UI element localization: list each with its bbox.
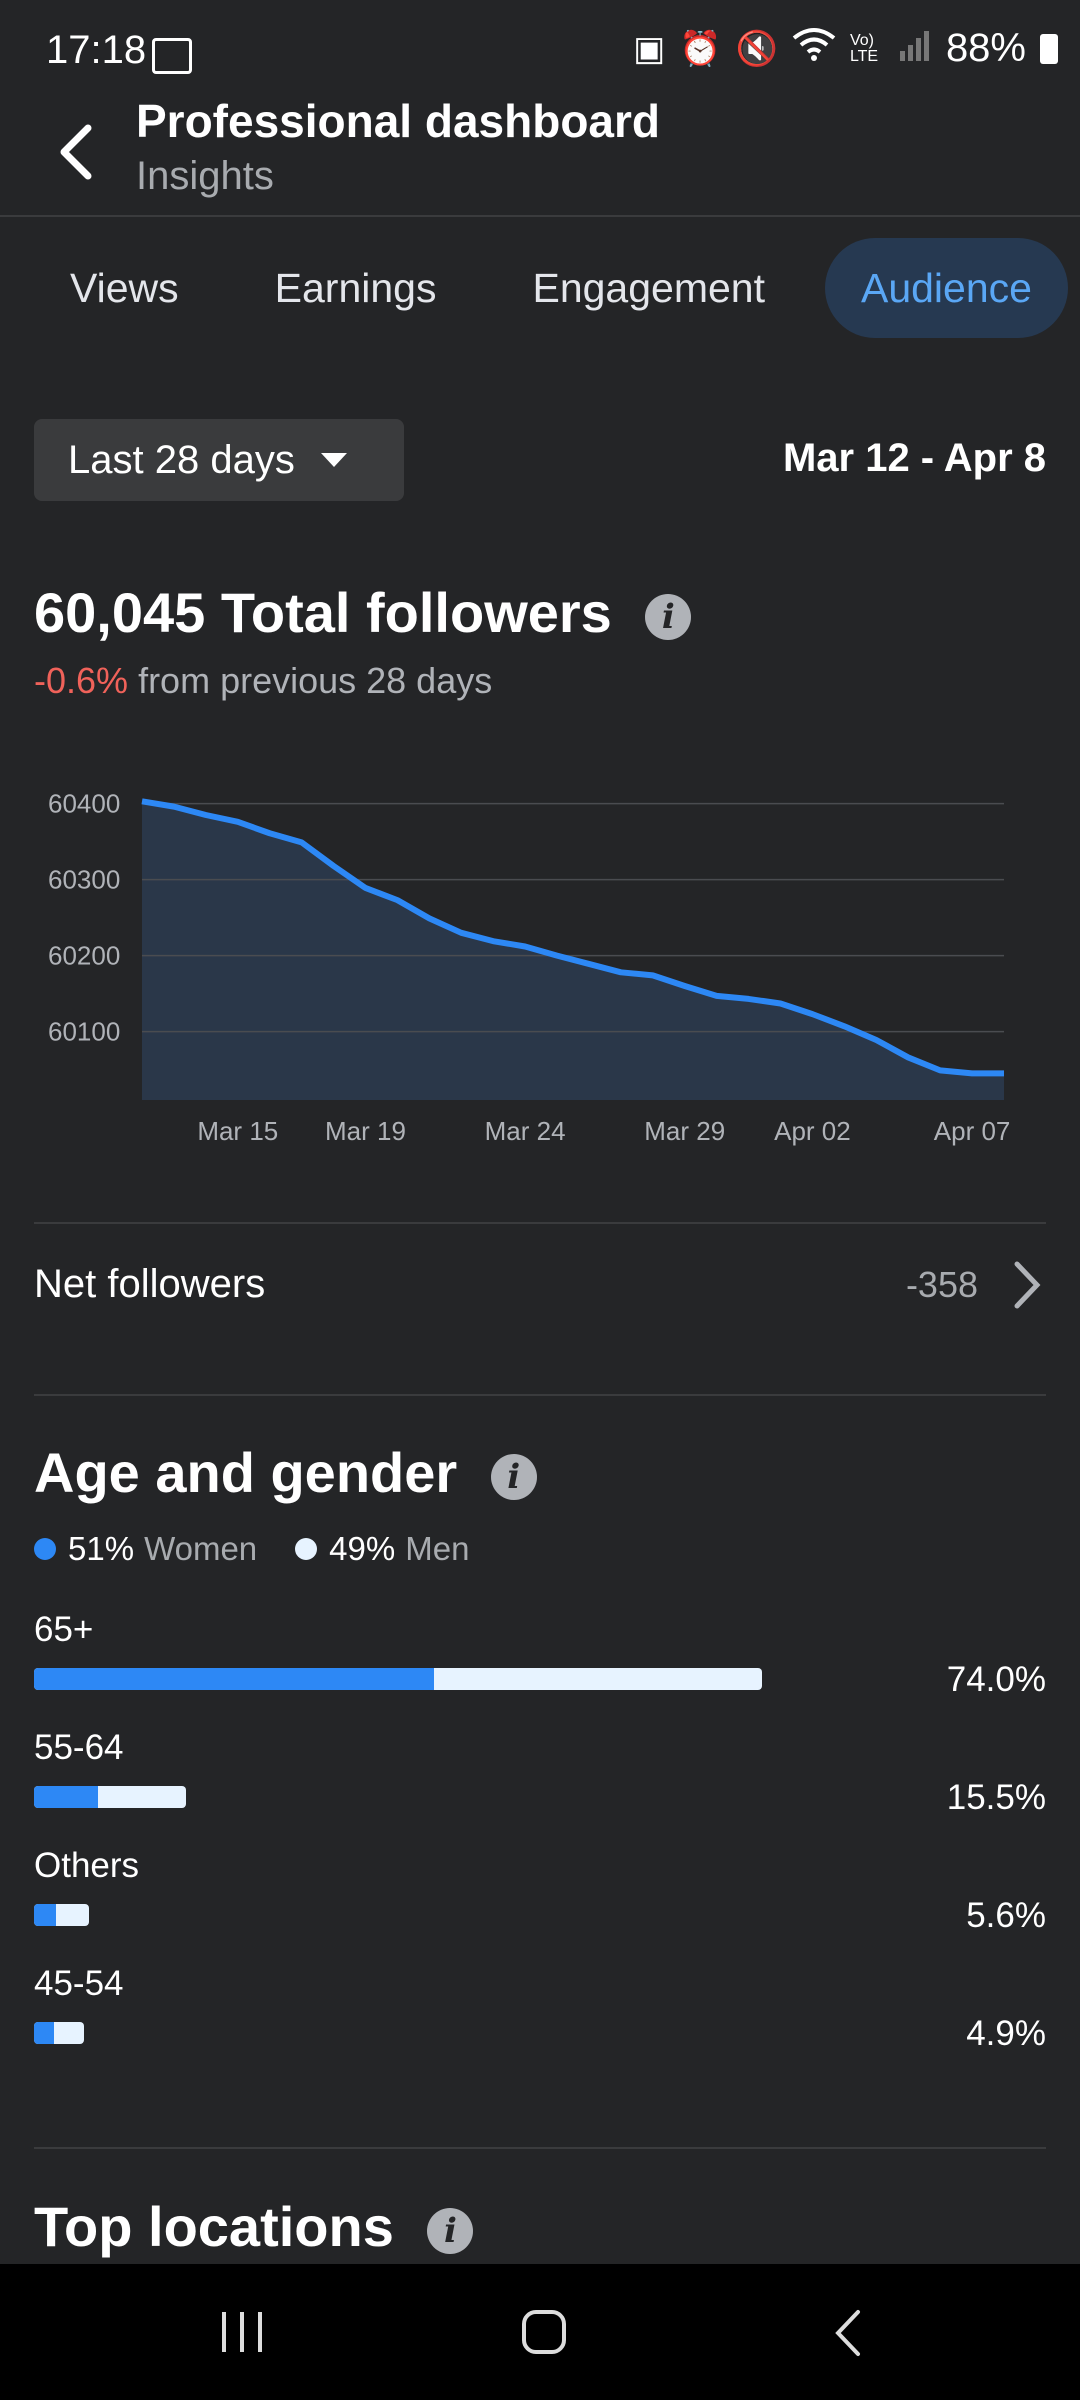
age-bar bbox=[34, 1668, 762, 1690]
signal-icon bbox=[898, 26, 932, 71]
alarm-icon: ⏰ bbox=[679, 29, 722, 68]
image-icon bbox=[152, 38, 192, 74]
age-bar-women bbox=[34, 1904, 57, 1926]
net-followers-value: -358 bbox=[905, 1264, 978, 1305]
x-tick-label: Apr 02 bbox=[774, 1116, 851, 1146]
age-row-value: 4.9% bbox=[966, 2014, 1046, 2053]
x-tick-label: Mar 15 bbox=[197, 1116, 278, 1146]
battery-saver-icon: ▣ bbox=[633, 29, 666, 68]
date-range-label: Last 28 days bbox=[68, 437, 295, 482]
age-row-value: 15.5% bbox=[946, 1778, 1046, 1817]
x-tick-label: Mar 29 bbox=[644, 1116, 725, 1146]
men-percent: 49% bbox=[329, 1530, 396, 1567]
y-tick-label: 60200 bbox=[48, 941, 120, 971]
mute-icon: 🔇 bbox=[735, 29, 778, 68]
age-bar-women bbox=[34, 1668, 435, 1690]
age-bar-women bbox=[34, 2022, 54, 2044]
x-tick-label: Mar 24 bbox=[485, 1116, 566, 1146]
tab-earnings[interactable]: Earnings bbox=[274, 264, 437, 311]
status-time: 17:18 bbox=[46, 28, 147, 72]
women-percent: 51% bbox=[68, 1530, 135, 1567]
age-bar-women bbox=[34, 1786, 99, 1808]
tab-views[interactable]: Views bbox=[70, 264, 179, 311]
x-tick-label: Mar 19 bbox=[325, 1116, 406, 1146]
info-icon[interactable]: i bbox=[490, 1454, 537, 1501]
women-label: Women bbox=[144, 1530, 258, 1567]
page-title: Professional dashboard bbox=[136, 95, 661, 147]
total-followers-title: 60,045 Total followers bbox=[34, 581, 612, 644]
change-percent: -0.6% bbox=[34, 660, 129, 701]
recent-apps-icon[interactable] bbox=[218, 2310, 268, 2354]
top-locations-title: Top locations bbox=[34, 2195, 394, 2258]
y-tick-label: 60400 bbox=[48, 789, 120, 819]
divider bbox=[34, 1222, 1046, 1224]
top-locations-heading: Top locations i bbox=[34, 2194, 474, 2259]
age-bar bbox=[34, 2022, 84, 2044]
followers-change: -0.6% from previous 28 days bbox=[34, 660, 492, 702]
back-arrow-icon[interactable] bbox=[56, 122, 96, 182]
gender-legend: 51% Women 49% Men bbox=[34, 1530, 507, 1568]
age-row-label: 45-54 bbox=[34, 1964, 124, 2003]
age-bar bbox=[34, 1904, 90, 1926]
volte-icon: Vo) LTE bbox=[849, 31, 879, 65]
chart-area bbox=[142, 801, 1004, 1100]
divider bbox=[34, 1394, 1046, 1396]
tab-engagement[interactable]: Engagement bbox=[532, 264, 765, 311]
x-tick-label: Apr 07 bbox=[934, 1116, 1011, 1146]
system-nav-bar bbox=[0, 2264, 1080, 2400]
info-icon[interactable]: i bbox=[427, 2208, 474, 2255]
tab-audience[interactable]: Audience bbox=[824, 238, 1068, 338]
battery-percent: 88% bbox=[945, 26, 1026, 70]
age-row-label: 65+ bbox=[34, 1610, 94, 1649]
age-row-label: Others bbox=[34, 1846, 140, 1885]
home-icon[interactable] bbox=[520, 2308, 568, 2356]
battery-icon bbox=[1040, 33, 1058, 64]
age-row-value: 74.0% bbox=[946, 1660, 1046, 1699]
wifi-icon bbox=[792, 26, 836, 71]
age-gender-heading: Age and gender i bbox=[34, 1440, 537, 1505]
date-range-text: Mar 12 - Apr 8 bbox=[782, 436, 1046, 480]
caret-down-icon bbox=[320, 453, 347, 467]
info-icon[interactable]: i bbox=[645, 594, 692, 641]
page-subtitle: Insights bbox=[136, 154, 274, 198]
y-tick-label: 60100 bbox=[48, 1017, 120, 1047]
followers-chart: 60400 60300 60200 60100 Mar 15 Mar 19 Mar 24 Ma… bbox=[48, 789, 1011, 1146]
chevron-right-icon bbox=[1014, 1261, 1041, 1309]
age-row-label: 55-64 bbox=[34, 1728, 124, 1767]
men-label: Men bbox=[405, 1530, 470, 1567]
women-dot bbox=[34, 1538, 56, 1560]
total-followers-heading: 60,045 Total followers i bbox=[34, 580, 692, 645]
age-bar bbox=[34, 1786, 187, 1808]
status-bar: 17:18 ▣ ⏰ 🔇 Vo) LTE 88% bbox=[0, 0, 1080, 100]
chart-line bbox=[141, 798, 1004, 1077]
y-tick-label: 60300 bbox=[48, 865, 120, 895]
app-header: Professional dashboard Insights bbox=[0, 95, 1080, 217]
change-suffix: from previous 28 days bbox=[138, 660, 493, 701]
net-followers-row[interactable]: Net followers -358 bbox=[0, 1224, 1080, 1394]
divider bbox=[34, 2147, 1046, 2149]
back-nav-icon[interactable] bbox=[830, 2308, 864, 2358]
age-gender-title: Age and gender bbox=[34, 1441, 458, 1504]
men-dot bbox=[295, 1538, 318, 1560]
tab-bar: Views Earnings Engagement Audience bbox=[34, 238, 1068, 338]
age-row-value: 5.6% bbox=[966, 1896, 1046, 1935]
date-range-dropdown[interactable]: Last 28 days bbox=[34, 419, 404, 501]
net-followers-label: Net followers bbox=[34, 1262, 266, 1306]
